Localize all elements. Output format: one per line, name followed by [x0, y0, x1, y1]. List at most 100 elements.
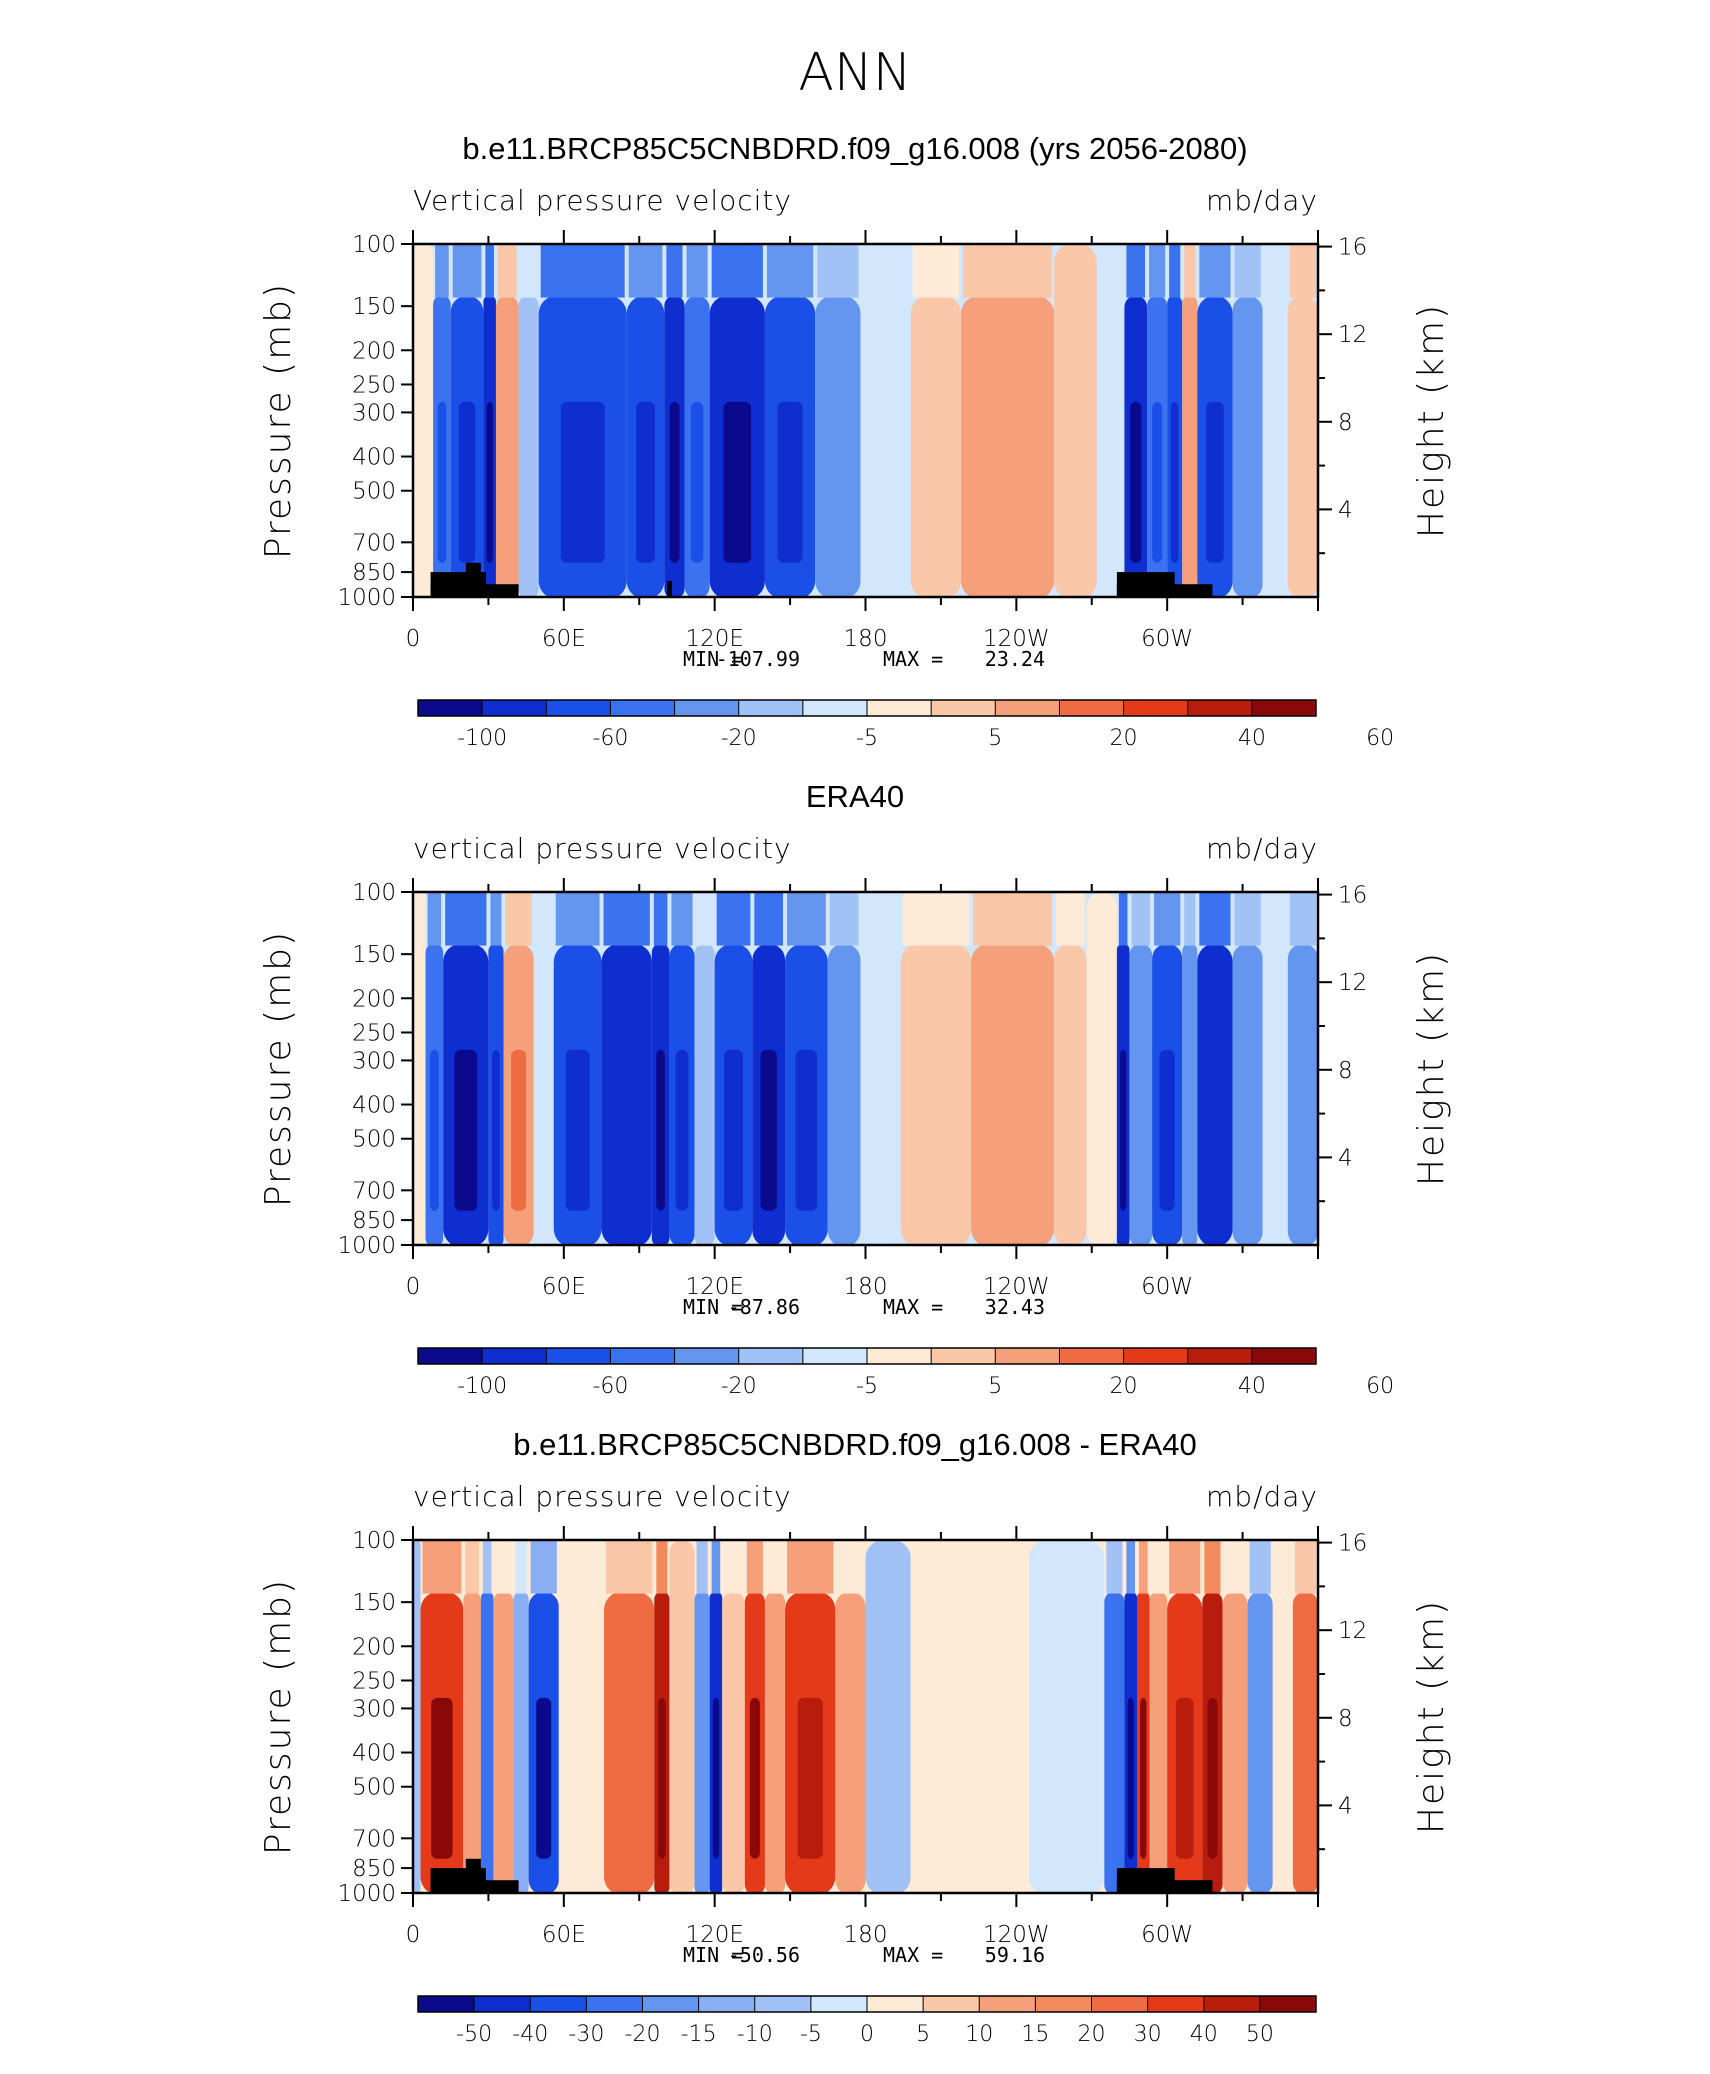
colorbar-swatch [931, 700, 996, 716]
min-label: MIN = [683, 647, 743, 671]
min-label: MIN = [683, 1943, 743, 1967]
y-tick-right-label: 8 [1338, 410, 1353, 436]
y-tick-label: 150 [352, 942, 396, 968]
y-tick-label: 250 [352, 372, 396, 398]
field-core [724, 1049, 743, 1211]
colorbar-swatch [931, 1348, 996, 1364]
y-tick-right-label: 16 [1338, 1531, 1367, 1557]
field-band [900, 943, 972, 1245]
colorbar-label: 15 [1021, 2022, 1049, 2047]
field-core [1206, 1049, 1224, 1211]
field-band [604, 1591, 655, 1893]
field-cap [422, 1540, 462, 1594]
colorbar-label: 0 [860, 2022, 874, 2047]
field-band [860, 244, 911, 597]
x-tick-label: 60W [1141, 626, 1193, 652]
field-core [760, 1049, 777, 1211]
colorbar-label: -5 [856, 726, 878, 751]
field-core [1207, 1697, 1218, 1859]
colorbar-swatch [546, 700, 611, 716]
colorbar-swatch [546, 1348, 611, 1364]
field-cap [606, 1540, 653, 1594]
y-tick-label: 850 [352, 1856, 396, 1882]
colorbar-label: 10 [965, 2022, 993, 2047]
colorbar-label: -30 [568, 2022, 604, 2047]
field-cap [1184, 892, 1196, 946]
field-cap [902, 892, 970, 946]
variable-label: vertical pressure velocity [413, 1480, 792, 1513]
y-tick-label: 200 [352, 1634, 396, 1660]
contour-field [413, 892, 1318, 1245]
y-axis-right-title: Height (km) [1411, 1599, 1452, 1834]
x-tick-label: 120W [983, 1274, 1050, 1300]
y-tick-label: 1000 [337, 585, 396, 611]
x-tick-label: 60E [542, 1274, 586, 1300]
y-tick-label: 1000 [337, 1233, 396, 1259]
field-cap [1151, 1540, 1166, 1594]
field-band [669, 1540, 695, 1893]
x-tick-label: 180 [844, 1274, 888, 1300]
colorbar-swatch [418, 1348, 483, 1364]
colorbar-swatch [1035, 1996, 1092, 2012]
field-cap [1199, 244, 1231, 298]
colorbar-swatch [810, 1996, 868, 2012]
field-core [675, 1049, 689, 1211]
field-cap [495, 1540, 512, 1594]
field-cap [1289, 892, 1316, 946]
field-cap [1154, 892, 1181, 946]
field-cap [1234, 244, 1261, 298]
colorbar-swatch [867, 700, 932, 716]
colorbar-swatch [482, 700, 547, 716]
field-cap [1289, 244, 1316, 298]
field-band [1262, 892, 1288, 1245]
field-core [749, 1697, 760, 1859]
y-tick-right-label: 12 [1338, 322, 1367, 348]
x-tick-label: 120W [983, 1922, 1050, 1948]
colorbar-label: -60 [592, 726, 628, 751]
field-core [1130, 401, 1142, 563]
variable-label: Vertical pressure velocity [413, 184, 792, 217]
colorbar-swatch [738, 1348, 804, 1364]
topography-mask [1116, 584, 1213, 597]
x-tick-label: 60E [542, 626, 586, 652]
x-tick-label: 0 [406, 1274, 421, 1300]
colorbar-swatch [482, 1348, 547, 1364]
y-tick-label: 200 [352, 986, 396, 1012]
colorbar-swatch [674, 1348, 740, 1364]
field-band [1182, 943, 1198, 1245]
field-cap [686, 244, 708, 298]
field-core [1127, 1697, 1134, 1859]
field-cap [482, 1540, 492, 1594]
y-tick-right-label: 16 [1338, 883, 1367, 909]
topography-mask [430, 584, 519, 597]
colorbar-label: 5 [916, 2022, 930, 2047]
field-cap [817, 244, 859, 298]
colorbar-swatch [418, 700, 483, 716]
field-core [723, 401, 752, 563]
field-core [712, 1697, 720, 1859]
colorbar-label: -20 [721, 1374, 757, 1399]
y-tick-label: 150 [352, 1590, 396, 1616]
y-tick-label: 1000 [337, 1881, 396, 1907]
y-axis-right-title: Height (km) [1411, 303, 1452, 538]
field-cap [603, 892, 650, 946]
colorbar-swatch [610, 700, 676, 716]
field-core [486, 401, 493, 563]
y-tick-label: 200 [352, 338, 396, 364]
field-cap [540, 244, 625, 298]
field-cap [1126, 1540, 1135, 1594]
y-tick-label: 150 [352, 294, 396, 320]
y-tick-label: 850 [352, 560, 396, 586]
field-cap [628, 244, 663, 298]
colorbar-label: 60 [1366, 726, 1394, 751]
field-band [827, 943, 861, 1245]
field-band [865, 1540, 911, 1893]
field-band [1287, 295, 1318, 597]
field-cap [787, 1540, 834, 1594]
field-cap [766, 1540, 784, 1594]
field-band [1096, 244, 1125, 597]
colorbar-swatch [802, 1348, 868, 1364]
colorbar-label: 40 [1190, 2022, 1218, 2047]
colorbar-label: 5 [988, 1374, 1002, 1399]
field-core [797, 1697, 823, 1859]
